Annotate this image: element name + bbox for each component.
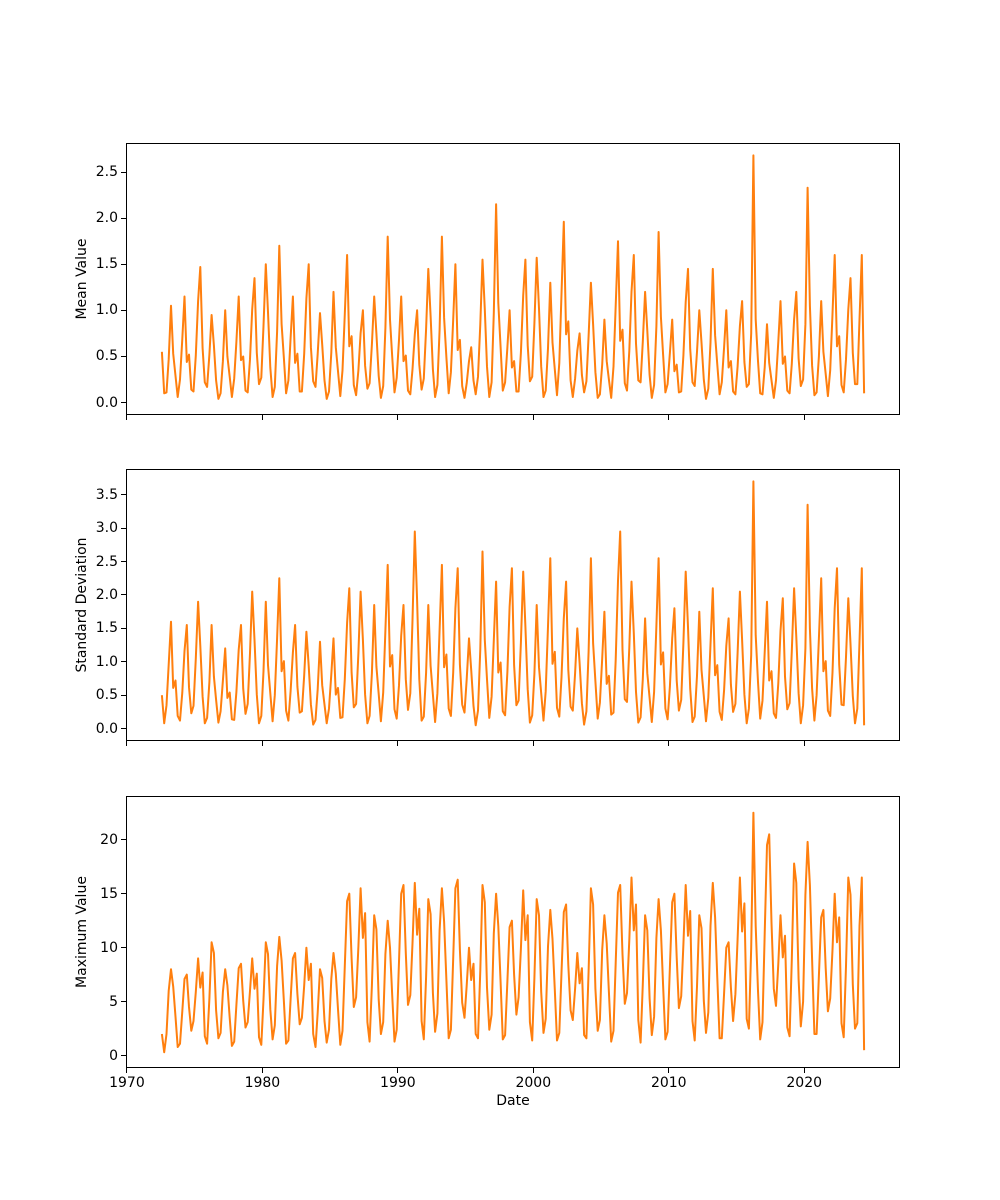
mean-value-series — [160, 154, 866, 400]
y-tick-mark — [121, 1001, 126, 1003]
y-tick-label: 3.0 — [95, 520, 118, 537]
y-tick-mark — [121, 309, 126, 311]
x-tick-mark — [397, 415, 399, 420]
x-tick-label: 1970 — [109, 1075, 145, 1091]
x-tick-label: 1990 — [380, 1075, 416, 1091]
y-tick-label: 0.5 — [95, 348, 118, 365]
x-tick-mark — [803, 415, 805, 420]
y-tick-mark — [121, 355, 126, 357]
x-tick-mark — [532, 415, 534, 420]
y-tick-mark — [121, 728, 126, 730]
y-tick-label: 20 — [100, 831, 118, 848]
line-chart-maximum-value — [126, 796, 900, 1068]
x-tick-mark — [261, 415, 263, 420]
y-tick-label: 0.5 — [95, 687, 118, 704]
y-tick-mark — [121, 494, 126, 496]
y-tick-label: 1.5 — [95, 256, 118, 273]
y-tick-label: 2.0 — [95, 210, 118, 227]
x-tick-mark — [668, 415, 670, 420]
axes-spines — [126, 796, 900, 1068]
axes-standard-deviation — [126, 469, 900, 741]
y-tick-label: 1.5 — [95, 620, 118, 637]
maximum-value-series — [160, 811, 866, 1054]
axes-spines — [126, 469, 900, 741]
x-tick-mark — [668, 741, 670, 746]
y-tick-label: 1.0 — [95, 653, 118, 670]
y-tick-mark — [121, 402, 126, 404]
y-tick-label: 0.0 — [95, 394, 118, 411]
y-tick-mark — [121, 527, 126, 529]
x-tick-mark — [803, 741, 805, 746]
y-tick-mark — [121, 627, 126, 629]
x-tick-mark — [261, 1068, 263, 1073]
x-tick-mark — [532, 741, 534, 746]
y-tick-mark — [121, 263, 126, 265]
x-tick-label: 2010 — [650, 1075, 687, 1091]
y-tick-mark — [121, 594, 126, 596]
y-tick-mark — [121, 947, 126, 949]
y-tick-label: 15 — [100, 885, 118, 902]
x-tick-mark — [126, 1068, 128, 1073]
axes-maximum-value — [126, 796, 900, 1068]
y-tick-label: 2.5 — [95, 164, 118, 181]
y-tick-mark — [121, 694, 126, 696]
y-tick-mark — [121, 171, 126, 173]
y-tick-label: 2.0 — [95, 586, 118, 603]
x-tick-label: 2000 — [515, 1075, 552, 1091]
x-tick-mark — [126, 415, 128, 420]
y-tick-label: 0 — [109, 1047, 118, 1064]
axes-mean-value — [126, 143, 900, 415]
y-tick-label: 10 — [100, 939, 118, 956]
x-tick-mark — [532, 1068, 534, 1073]
y-tick-label: 5 — [109, 993, 118, 1010]
x-tick-label: 1980 — [244, 1075, 281, 1091]
y-tick-mark — [121, 1055, 126, 1057]
x-tick-mark — [126, 741, 128, 746]
y-tick-mark — [121, 661, 126, 663]
y-tick-mark — [121, 561, 126, 563]
y-tick-label: 0.0 — [95, 720, 118, 737]
x-tick-mark — [261, 741, 263, 746]
line-chart-standard-deviation — [126, 469, 900, 741]
x-tick-mark — [803, 1068, 805, 1073]
y-tick-label: 3.5 — [95, 486, 118, 503]
x-tick-mark — [397, 741, 399, 746]
x-tick-mark — [668, 1068, 670, 1073]
x-tick-mark — [397, 1068, 399, 1073]
x-tick-label: 2020 — [786, 1075, 823, 1091]
line-chart-mean-value — [126, 143, 900, 415]
y-tick-label: 1.0 — [95, 302, 118, 319]
axes-spines — [126, 143, 900, 415]
standard-deviation-series — [160, 480, 866, 727]
y-tick-label: 2.5 — [95, 553, 118, 570]
y-tick-mark — [121, 893, 126, 895]
y-tick-mark — [121, 839, 126, 841]
y-tick-mark — [121, 217, 126, 219]
x-axis-label: Date — [496, 1093, 530, 1109]
